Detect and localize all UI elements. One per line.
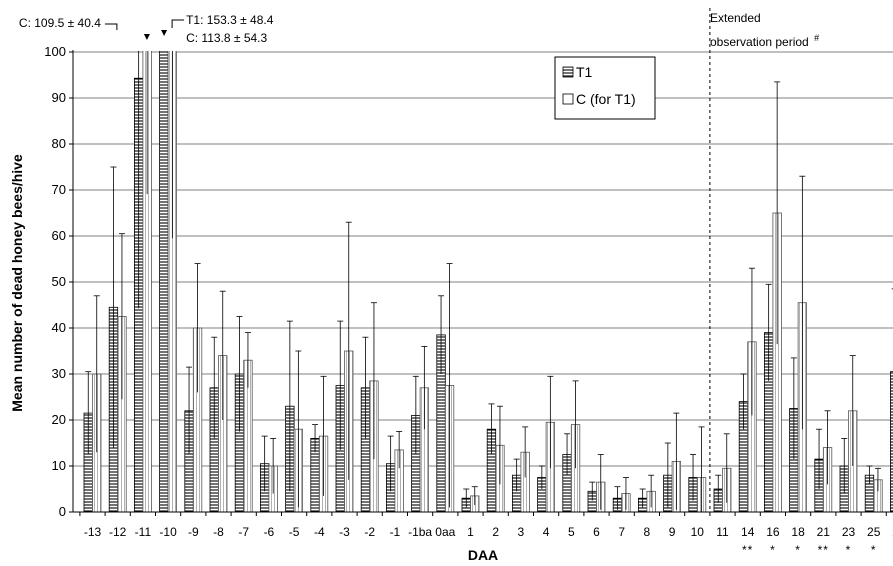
y-tick-label: 50 [52, 274, 66, 289]
x-tick-label: -11 [135, 525, 152, 539]
y-axis-ticks: 0 10 20 30 40 50 60 70 80 90 100 [44, 44, 73, 519]
x-tick-label: -7 [238, 525, 249, 539]
x-tick-label: 8 [644, 525, 651, 539]
x-tick-label: -13 [84, 525, 102, 539]
error-bars [85, 51, 893, 512]
x-tick-label: -4 [314, 525, 325, 539]
x-tick-label: 21 [817, 525, 831, 539]
annotations: C: 109.5 ± 40.4 T1: 153.3 ± 48.4 C: 113.8 … [19, 13, 274, 45]
x-tick-label: 0aa [435, 525, 455, 539]
significance-label: * [795, 543, 801, 557]
x-tick-label: -8 [213, 525, 224, 539]
x-tick-label: 23 [842, 525, 856, 539]
x-tick-label: -5 [289, 525, 300, 539]
x-tick-label: 11 [716, 525, 729, 539]
x-tick-label: -3 [339, 525, 350, 539]
x-tick-label: -9 [188, 525, 199, 539]
x-tick-label: -2 [364, 525, 375, 539]
x-tick-label: 14 [741, 525, 755, 539]
significance-label: ** [818, 543, 829, 557]
legend: T1 C (for T1) [554, 56, 656, 120]
x-tick-label: 7 [618, 525, 625, 539]
annotation-c-minus10: C: 113.8 ± 54.3 [186, 31, 267, 45]
legend-box [554, 56, 656, 120]
annotation-arrow [143, 34, 150, 40]
x-tick-label: -1 [390, 525, 401, 539]
x-tick-label: 10 [691, 525, 705, 539]
x-tick-label: -1ba [408, 525, 432, 539]
significance-label: * [871, 543, 877, 557]
legend-label-c: C (for T1) [576, 91, 636, 107]
annotation-t1-minus10: T1: 153.3 ± 48.4 [186, 13, 274, 27]
legend-label-t1: T1 [576, 64, 593, 80]
annotation-arrow [161, 30, 168, 36]
y-tick-label: 70 [52, 182, 66, 197]
extended-period-label-line2: observation period # [710, 33, 819, 49]
annotation-leader [104, 23, 118, 30]
x-tick-label: 1 [467, 525, 474, 539]
y-tick-label: 60 [52, 228, 66, 243]
x-tick-label: -10 [159, 525, 177, 539]
y-tick-label: 0 [59, 504, 66, 519]
x-axis-ticks: -13 -12 -11 -10 -9 -8 -7 -6 -5 -4 -3 -2 -1 -1ba 0aa 1 2 3… [79, 512, 893, 539]
x-tick-label: 9 [669, 525, 676, 539]
annotation-leader [171, 19, 185, 28]
significance-label: ** [742, 543, 753, 557]
x-tick-label: 25 [867, 525, 881, 539]
y-tick-label: 30 [52, 366, 66, 381]
x-tick-label: 6 [593, 525, 600, 539]
y-tick-label: 90 [52, 90, 66, 105]
significance-markers: ********** [742, 543, 877, 557]
legend-swatch-t1 [562, 66, 574, 78]
extended-period-label-line1: Extended [710, 11, 761, 25]
bar-t1 [159, 51, 169, 513]
legend-swatch-c [562, 93, 574, 105]
y-tick-label: 10 [52, 458, 66, 473]
annotation-c-minus11: C: 109.5 ± 40.4 [19, 16, 101, 30]
extended-period-superscript: # [814, 33, 819, 43]
x-tick-label: 2 [492, 525, 499, 539]
x-tick-label: 16 [766, 525, 780, 539]
y-tick-label: 40 [52, 320, 66, 335]
x-tick-label: 5 [568, 525, 575, 539]
x-tick-label: 18 [791, 525, 805, 539]
bar-t1 [890, 371, 893, 513]
y-tick-label: 80 [52, 136, 66, 151]
x-tick-label: 3 [518, 525, 525, 539]
x-tick-label: -6 [264, 525, 275, 539]
significance-label: * [770, 543, 776, 557]
x-tick-label: 4 [543, 525, 550, 539]
significance-label: * [846, 543, 852, 557]
y-tick-label: 20 [52, 412, 66, 427]
y-tick-label: 100 [44, 44, 66, 59]
x-tick-label: -12 [109, 525, 127, 539]
bars [83, 51, 893, 513]
x-axis-title: DAA [468, 547, 498, 563]
y-axis-title: Mean number of dead honey bees/hive [9, 154, 25, 412]
extended-period-label-text: observation period [710, 35, 809, 49]
